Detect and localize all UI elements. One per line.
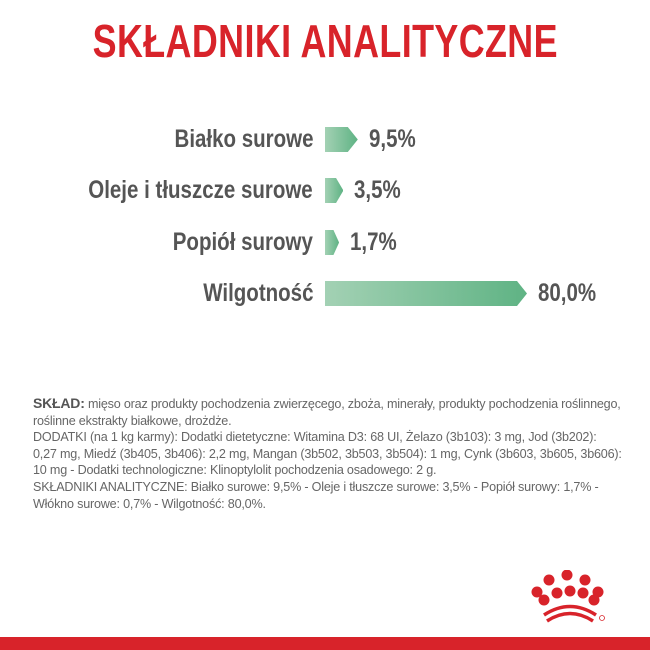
sklad-label: SKŁAD: <box>33 395 85 411</box>
bar-value-label: 9,5% <box>368 125 416 153</box>
bar-value-label: 1,7% <box>350 228 397 256</box>
sklad-paragraph: SKŁAD: mięso oraz produkty pochodzenia z… <box>33 395 623 429</box>
bar <box>325 230 340 255</box>
title-text: SKŁADNIKI ANALITYCZNE <box>92 15 558 67</box>
composition-text: SKŁAD: mięso oraz produkty pochodzenia z… <box>33 395 623 512</box>
bar-value-label: 3,5% <box>354 176 402 204</box>
footer-red-bar <box>0 637 650 650</box>
bar-label: Oleje i tłuszcze surowe <box>88 176 313 204</box>
bar-label: Popiół surowy <box>172 228 313 256</box>
bar-label: Białko surowe <box>174 125 313 153</box>
page-title: SKŁADNIKI ANALITYCZNE <box>0 14 650 68</box>
bar <box>325 127 358 152</box>
sklad-text: mięso oraz produkty pochodzenia zwierzęc… <box>33 397 621 428</box>
bar-value-label: 80,0% <box>538 279 597 307</box>
bar <box>325 281 527 306</box>
royal-canin-crown-logo <box>531 570 605 623</box>
dodatki-paragraph: DODATKI (na 1 kg karmy): Dodatki dietety… <box>33 430 622 478</box>
bar <box>325 178 344 203</box>
bar-label: Wilgotność <box>202 279 313 307</box>
analityczne-paragraph: SKŁADNIKI ANALITYCZNE: Białko surowe: 9,… <box>33 479 599 511</box>
